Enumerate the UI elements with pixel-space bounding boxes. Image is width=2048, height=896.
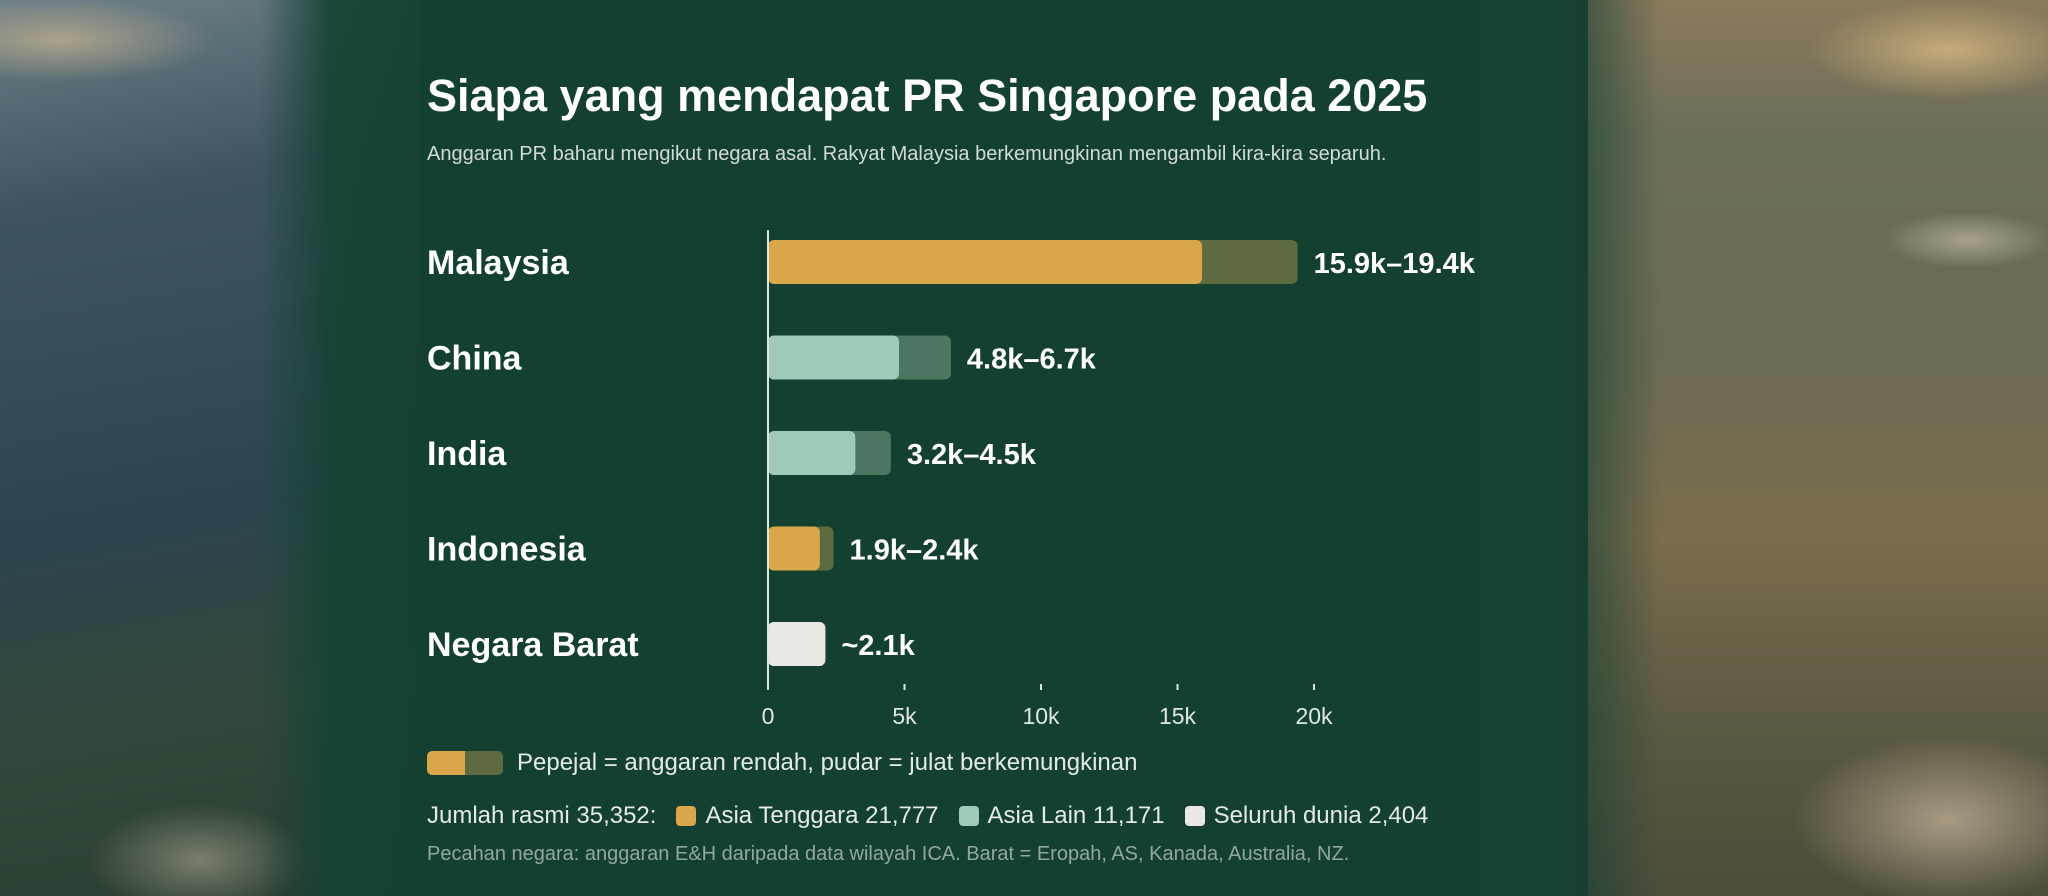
chart-panel bbox=[260, 0, 1660, 896]
totals-label-world: Seluruh dunia 2,404 bbox=[1213, 802, 1429, 829]
value-label-malaysia: 15.9k–19.4k bbox=[1314, 248, 1476, 280]
legend-swatch bbox=[427, 751, 503, 775]
category-label-negara-barat: Negara Barat bbox=[427, 626, 639, 664]
legend-swatch-solid bbox=[427, 751, 465, 775]
totals-swatch-world bbox=[1184, 806, 1205, 826]
legend-swatch-faded bbox=[465, 751, 503, 775]
bar-low-indonesia bbox=[768, 526, 820, 571]
value-label-negara-barat: ~2.1k bbox=[841, 630, 915, 662]
legend: Pepejal = anggaran rendah, pudar = julat… bbox=[427, 748, 1137, 778]
bar-low-india bbox=[768, 431, 856, 475]
background-photo-right bbox=[1588, 0, 2048, 896]
category-label-china: China bbox=[427, 340, 523, 378]
chart-subtitle: Anggaran PR baharu mengikut negara asal.… bbox=[427, 143, 1387, 165]
chart-title: Siapa yang mendapat PR Singapore pada 20… bbox=[427, 70, 1428, 121]
category-label-india: India bbox=[427, 435, 507, 473]
totals-row: Jumlah rasmi 35,352: Asia Tenggara 21,77… bbox=[427, 800, 1428, 832]
x-tick-label: 10k bbox=[1022, 703, 1060, 729]
value-label-china: 4.8k–6.7k bbox=[967, 344, 1097, 376]
category-label-indonesia: Indonesia bbox=[427, 531, 587, 569]
value-label-indonesia: 1.9k–2.4k bbox=[850, 535, 980, 567]
x-tick-label: 15k bbox=[1159, 703, 1197, 729]
footnote: Pecahan negara: anggaran E&H daripada da… bbox=[427, 843, 1350, 865]
value-label-india: 3.2k–4.5k bbox=[907, 439, 1037, 471]
totals-prefix: Jumlah rasmi 35,352: bbox=[427, 802, 657, 829]
x-tick-label: 0 bbox=[762, 703, 775, 729]
x-tick-label: 20k bbox=[1295, 703, 1333, 729]
x-tick-label: 5k bbox=[892, 703, 917, 729]
legend-text: Pepejal = anggaran rendah, pudar = julat… bbox=[517, 749, 1138, 776]
bar-low-china bbox=[768, 335, 900, 380]
totals-item-sea: Asia Tenggara 21,777 bbox=[676, 802, 939, 830]
totals-swatch-sea bbox=[676, 806, 697, 826]
totals-label-sea: Asia Tenggara 21,777 bbox=[705, 802, 939, 829]
totals-item-other-asia: Asia Lain 11,171 bbox=[958, 802, 1165, 830]
totals-swatch-other-asia bbox=[958, 806, 979, 826]
bar-low-negara-barat bbox=[768, 622, 826, 666]
bar-low-malaysia bbox=[768, 240, 1203, 284]
category-label-malaysia: Malaysia bbox=[427, 244, 570, 282]
totals-label-other-asia: Asia Lain 11,171 bbox=[987, 802, 1165, 829]
totals-item-world: Seluruh dunia 2,404 bbox=[1184, 802, 1429, 830]
